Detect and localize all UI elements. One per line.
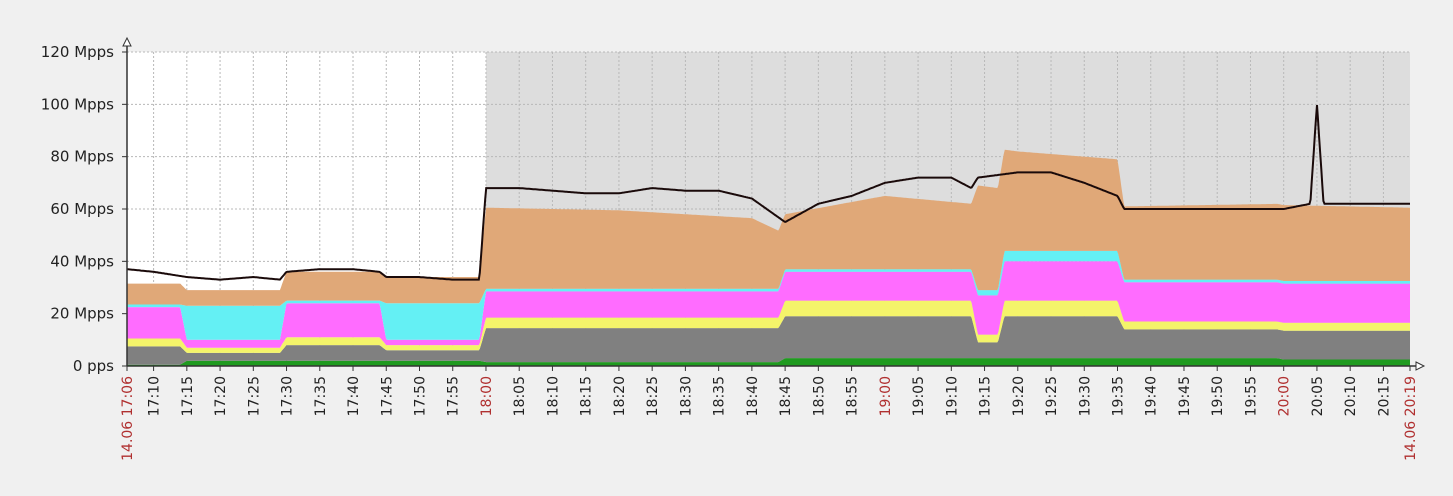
x-tick-label: 18:55: [845, 376, 861, 416]
y-tick-label: 100 Mpps: [41, 95, 114, 113]
x-tick-label: 17:55: [446, 376, 462, 416]
y-tick-label: 120 Mpps: [41, 43, 114, 61]
x-tick-label: 17:15: [180, 376, 196, 416]
y-tick-label: 60 Mpps: [50, 200, 114, 218]
x-tick-label: 18:05: [512, 376, 528, 416]
x-tick-label: 19:15: [978, 376, 994, 416]
x-tick-label: 20:05: [1310, 376, 1326, 416]
area-magenta: [127, 261, 1410, 348]
x-tick-label: 20:15: [1376, 376, 1392, 416]
x-tick-label: 17:50: [412, 376, 428, 416]
x-tick-label: 19:25: [1044, 376, 1060, 416]
x-tick-label: 19:30: [1077, 376, 1093, 416]
x-tick-label: 19:10: [944, 376, 960, 416]
x-tick-label: 19:50: [1210, 376, 1226, 416]
y-axis-arrow: [122, 36, 132, 47]
x-tick-label: 14.06 17:06: [120, 376, 136, 461]
area-green: [127, 358, 1410, 366]
axes: [122, 36, 1426, 371]
y-tick-label: 80 Mpps: [50, 148, 114, 166]
x-tick-label: 20:10: [1343, 376, 1359, 416]
x-tick-label: 18:45: [778, 376, 794, 416]
x-tick-label: 17:20: [213, 376, 229, 416]
x-tick-label: 18:20: [612, 376, 628, 416]
x-tick-label: 17:45: [379, 376, 395, 416]
x-tick-label: 19:20: [1011, 376, 1027, 416]
x-tick-label: 14.06 20:19: [1403, 376, 1419, 461]
y-axis-labels: 0 pps 20 Mpps 40 Mpps 60 Mpps 80 Mpps 100 Mpp…: [41, 43, 127, 375]
x-tick-label: 17:35: [313, 376, 329, 416]
x-tick-label: 18:00: [479, 376, 495, 416]
x-tick-label: 19:05: [911, 376, 927, 416]
area-cyan: [127, 250, 1410, 340]
area-yellow: [127, 300, 1410, 353]
y-tick-label: 0 pps: [73, 357, 114, 375]
area-orange: [127, 149, 1410, 306]
area-gray: [127, 316, 1410, 365]
y-tick-label: 20 Mpps: [50, 305, 114, 323]
x-tick-label: 19:55: [1243, 376, 1259, 416]
x-tick-label: 18:35: [712, 376, 728, 416]
x-tick-label: 18:50: [811, 376, 827, 416]
x-tick-label: 18:15: [579, 376, 595, 416]
x-tick-label: 18:30: [678, 376, 694, 416]
y-tick-label: 40 Mpps: [50, 252, 114, 270]
stacked-areas: [126, 105, 1410, 366]
x-axis-labels: 17:10 17:15 17:20 17:25 17:30 17:35 17:40 17:45…: [120, 366, 1419, 461]
x-tick-label: 18:10: [545, 376, 561, 416]
x-tick-label: 17:30: [280, 376, 296, 416]
line-top: [126, 105, 1410, 281]
x-tick-label: 20:00: [1277, 376, 1293, 416]
x-tick-label: 19:35: [1111, 376, 1127, 416]
x-tick-label: 19:00: [878, 376, 894, 416]
x-tick-label: 18:40: [745, 376, 761, 416]
x-axis-arrow: [1415, 361, 1426, 371]
x-tick-label: 17:25: [246, 376, 262, 416]
x-tick-label: 17:40: [346, 376, 362, 416]
x-tick-label: 19:45: [1177, 376, 1193, 416]
x-tick-label: 18:25: [645, 376, 661, 416]
x-tick-label: 19:40: [1144, 376, 1160, 416]
x-tick-label: 17:10: [147, 376, 163, 416]
